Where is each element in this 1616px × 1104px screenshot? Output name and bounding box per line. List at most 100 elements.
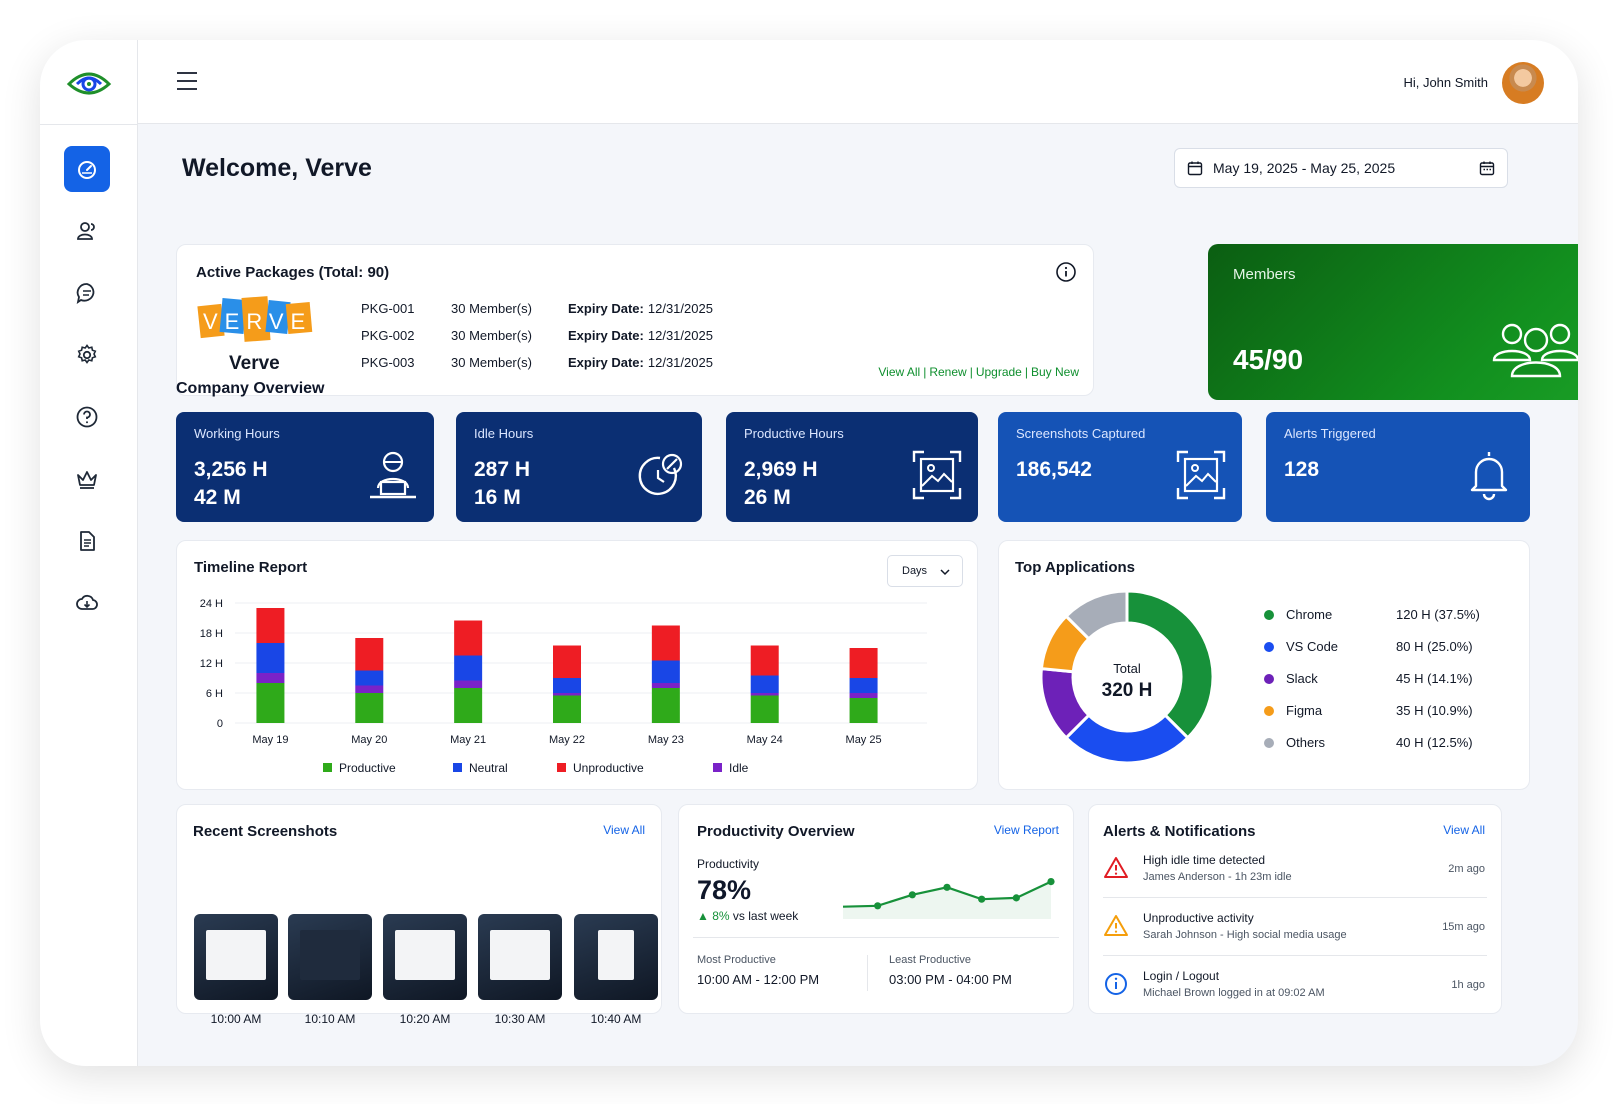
x-tick-label: May 25 (846, 734, 882, 746)
trend-point[interactable] (908, 891, 916, 899)
bar-segment-idle[interactable] (355, 685, 384, 694)
nav-dashboard[interactable] (64, 146, 110, 192)
alerts-notifications-card: Alerts & Notifications View All High idl… (1088, 804, 1502, 1014)
alert-title: Unproductive activity (1143, 911, 1254, 925)
stat-alerts-triggered[interactable]: Alerts Triggered 128 (1266, 412, 1530, 522)
app-hours: 120 H (37.5%) (1396, 607, 1480, 622)
bar-segment-neutral[interactable] (553, 678, 581, 693)
trend-point[interactable] (1047, 878, 1055, 886)
bar-segment-neutral[interactable] (256, 643, 285, 673)
timeline-period-select[interactable]: Days (887, 555, 963, 587)
package-members: 30 Member(s) (451, 301, 532, 316)
bar-segment-unproductive[interactable] (651, 625, 680, 661)
alert-title: Login / Logout (1143, 969, 1220, 983)
bar-segment-unproductive[interactable] (553, 645, 581, 679)
page-title: Welcome, Verve (182, 154, 372, 182)
alert-item[interactable]: Login / Logout Michael Brown logged in a… (1089, 969, 1501, 1025)
bar-segment-idle[interactable] (651, 683, 680, 688)
nav-help[interactable] (64, 394, 110, 440)
bar-segment-productive[interactable] (355, 693, 384, 723)
timeline-period-value: Days (902, 565, 928, 577)
donut-slice-chrome[interactable] (1125, 589, 1215, 740)
y-tick-label: 12 H (200, 658, 223, 670)
screenshot-thumbnail[interactable] (574, 914, 658, 1000)
trend-point[interactable] (1012, 894, 1020, 902)
bar-segment-neutral[interactable] (355, 670, 384, 686)
screenshot-thumbnail[interactable] (288, 914, 372, 1000)
alert-item[interactable]: Unproductive activity Sarah Johnson - Hi… (1089, 911, 1501, 967)
legend-label: Unproductive (573, 761, 644, 775)
trend-point[interactable] (874, 902, 882, 910)
x-tick-label: May 24 (747, 734, 783, 746)
screenshot-thumbnail[interactable] (383, 914, 467, 1000)
bar-segment-neutral[interactable] (651, 660, 680, 684)
bar-segment-idle[interactable] (553, 693, 581, 696)
app-name: Chrome (1286, 607, 1333, 622)
stat-productive-hours[interactable]: Productive Hours 2,969 H 26 M (726, 412, 978, 522)
nav-downloads[interactable] (64, 580, 110, 626)
bar-segment-idle[interactable] (849, 693, 878, 698)
packages-title: Active Packages (Total: 90) (196, 264, 390, 281)
trend-point[interactable] (943, 883, 951, 891)
users-icon (77, 222, 95, 240)
screenshot-thumbnail[interactable] (478, 914, 562, 1000)
screenshot-preview (300, 930, 360, 980)
stat-value-line2: 42 M (194, 486, 241, 509)
bar-segment-productive[interactable] (750, 695, 779, 724)
upgrade-link[interactable]: Upgrade (975, 365, 1022, 379)
stat-idle-hours[interactable]: Idle Hours 287 H 16 M (456, 412, 702, 522)
user-avatar[interactable] (1502, 62, 1544, 104)
productivity-label: Productivity (697, 857, 760, 871)
divider (693, 937, 1059, 938)
app-logo-icon[interactable] (65, 62, 113, 102)
bar-segment-neutral[interactable] (454, 655, 483, 681)
divider (1103, 955, 1487, 956)
nav-messages[interactable] (64, 270, 110, 316)
alert-item[interactable]: High idle time detected James Anderson -… (1089, 853, 1501, 909)
stat-screenshots-captured[interactable]: Screenshots Captured 186,542 (998, 412, 1242, 522)
chevron-down-icon (940, 569, 950, 576)
bar-segment-productive[interactable] (256, 683, 285, 723)
stat-working-hours[interactable]: Working Hours 3,256 H 42 M (176, 412, 434, 522)
bar-segment-productive[interactable] (454, 688, 483, 723)
bar-segment-idle[interactable] (256, 673, 285, 683)
screenshot-preview (206, 930, 266, 980)
nav-reports[interactable] (64, 518, 110, 564)
bar-segment-idle[interactable] (750, 693, 779, 696)
nav-premium[interactable] (64, 456, 110, 502)
buy-new-link[interactable]: Buy New (1030, 365, 1079, 379)
date-range-picker[interactable]: May 19, 2025 - May 25, 2025 (1174, 148, 1508, 188)
bar-segment-unproductive[interactable] (256, 608, 285, 643)
bar-segment-unproductive[interactable] (454, 620, 483, 656)
timeline-report-card: Timeline Report Days 0 6 H 12 H 18 H 24 H May… (176, 540, 978, 790)
bar-segment-productive[interactable] (849, 698, 878, 723)
bar-segment-unproductive[interactable] (750, 645, 779, 676)
top-apps-legend: Chrome 120 H (37.5%) VS Code 80 H (25.0%) Sl… (1264, 607, 1524, 767)
renew-link[interactable]: Renew (929, 365, 967, 379)
verve-logo: VERVE (197, 296, 313, 342)
info-icon[interactable] (1055, 261, 1077, 283)
view-report-link[interactable]: View Report (993, 823, 1059, 837)
screenshots-view-all-link[interactable]: View All (603, 823, 645, 837)
calendar-end-icon[interactable] (1479, 160, 1495, 176)
expiry-label: Expiry Date: (568, 328, 644, 343)
view-all-packages-link[interactable]: View All (878, 365, 921, 379)
nav-users[interactable] (64, 208, 110, 254)
bar-segment-neutral[interactable] (750, 675, 779, 694)
trend-point[interactable] (978, 895, 986, 903)
bar-segment-neutral[interactable] (849, 678, 878, 693)
x-tick-label: May 21 (450, 734, 486, 746)
nav-settings[interactable] (64, 332, 110, 378)
bar-segment-idle[interactable] (454, 680, 483, 689)
bar-segment-productive[interactable] (553, 695, 581, 724)
bar-segment-unproductive[interactable] (849, 648, 878, 678)
donut-slice-vs-code[interactable] (1064, 713, 1190, 765)
menu-icon[interactable] (176, 70, 198, 92)
donut-slice-others[interactable] (1064, 589, 1129, 641)
bar-segment-unproductive[interactable] (355, 638, 384, 671)
warning-orange-icon (1104, 915, 1128, 936)
bar-segment-productive[interactable] (651, 688, 680, 723)
expiry-date: 12/31/2025 (647, 328, 713, 343)
alerts-view-all-link[interactable]: View All (1443, 823, 1485, 837)
screenshot-thumbnail[interactable] (194, 914, 278, 1000)
